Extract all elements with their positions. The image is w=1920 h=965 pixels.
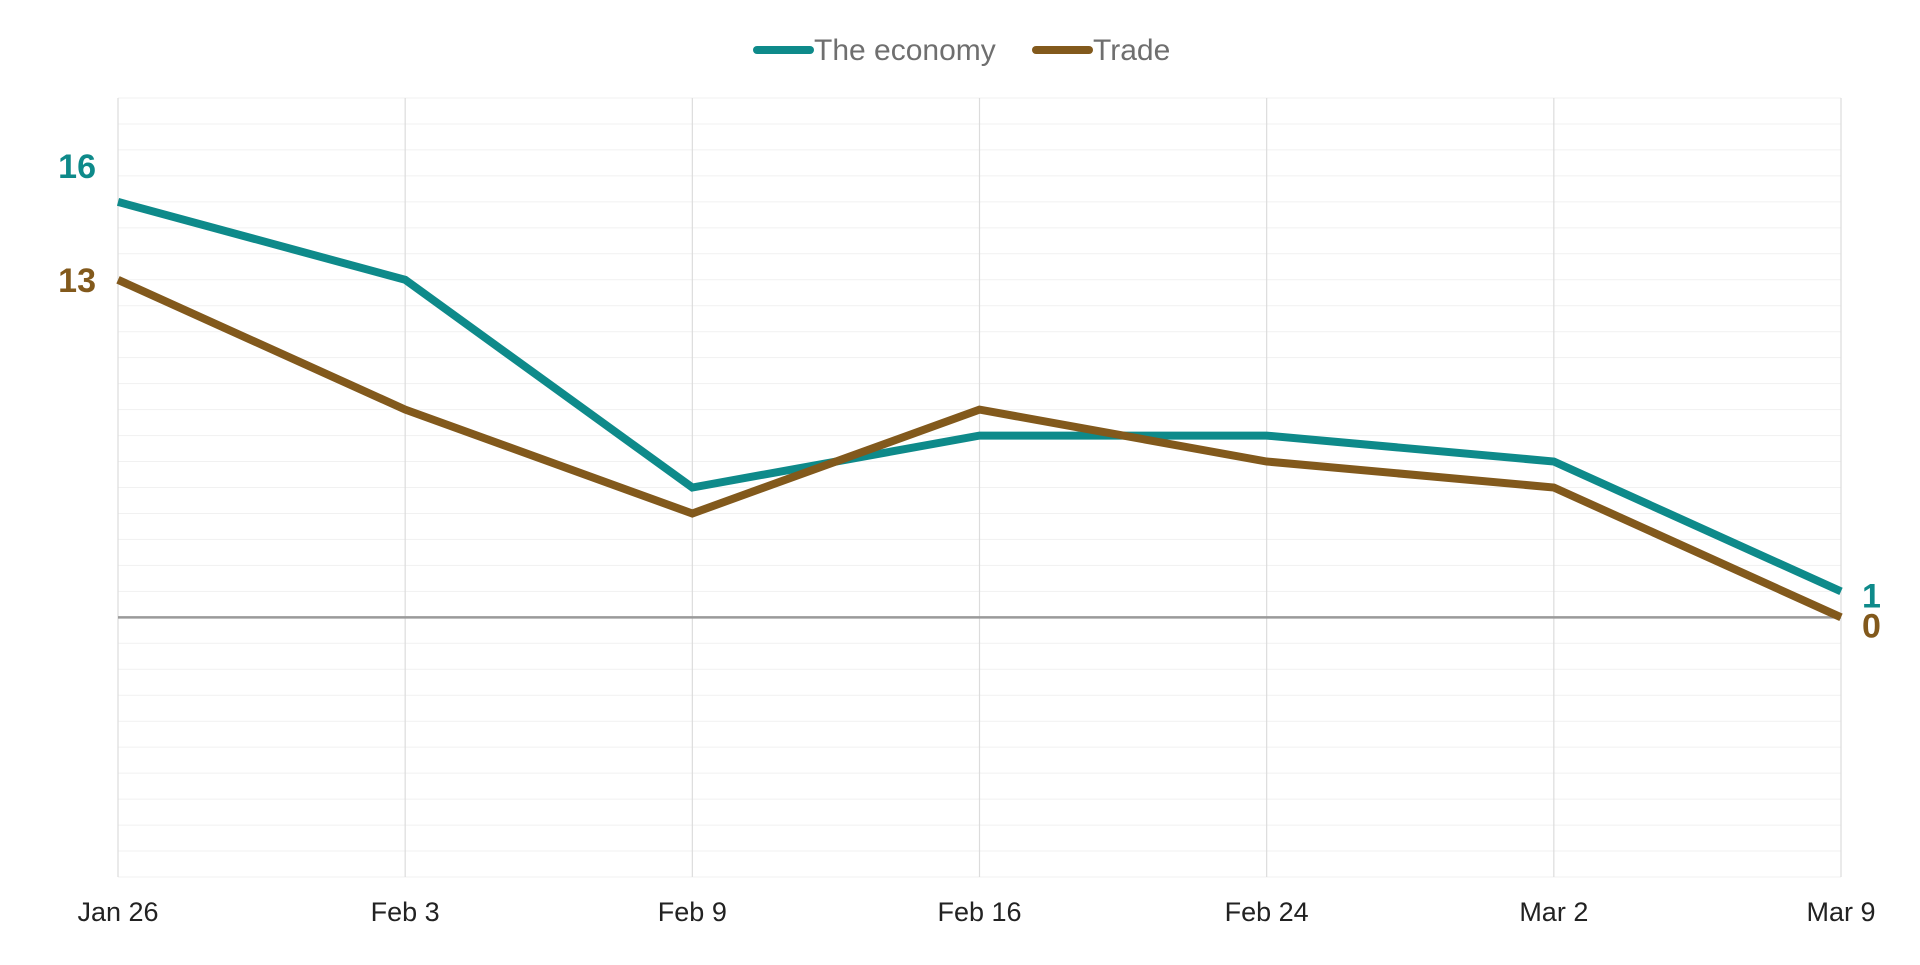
series-value-labels: 16 1 13 0 bbox=[58, 148, 1881, 645]
x-tick-label: Feb 3 bbox=[371, 897, 440, 927]
x-axis-tick-labels: Jan 26 Feb 3 Feb 9 Feb 16 Feb 24 Mar 2 Mar 9 bbox=[77, 897, 1875, 927]
series-end-label: 0 bbox=[1862, 607, 1881, 645]
x-tick-label: Mar 9 bbox=[1806, 897, 1875, 927]
x-tick-label: Mar 2 bbox=[1519, 897, 1588, 927]
series-lines bbox=[116, 198, 1843, 621]
series-end-label: 1 bbox=[1862, 577, 1881, 615]
series-line-2 bbox=[116, 276, 1843, 621]
legend-label: Trade bbox=[1093, 34, 1170, 67]
x-tick-label: Feb 24 bbox=[1225, 897, 1309, 927]
legend-label: The economy bbox=[814, 34, 996, 67]
x-tick-label: Feb 9 bbox=[658, 897, 727, 927]
x-tick-label: Feb 16 bbox=[937, 897, 1021, 927]
series-line-1 bbox=[116, 198, 1843, 596]
series-start-label: 13 bbox=[58, 262, 96, 300]
x-tick-label: Jan 26 bbox=[77, 897, 158, 927]
series-start-label: 16 bbox=[58, 148, 96, 186]
legend: The economy Trade bbox=[753, 34, 1170, 67]
